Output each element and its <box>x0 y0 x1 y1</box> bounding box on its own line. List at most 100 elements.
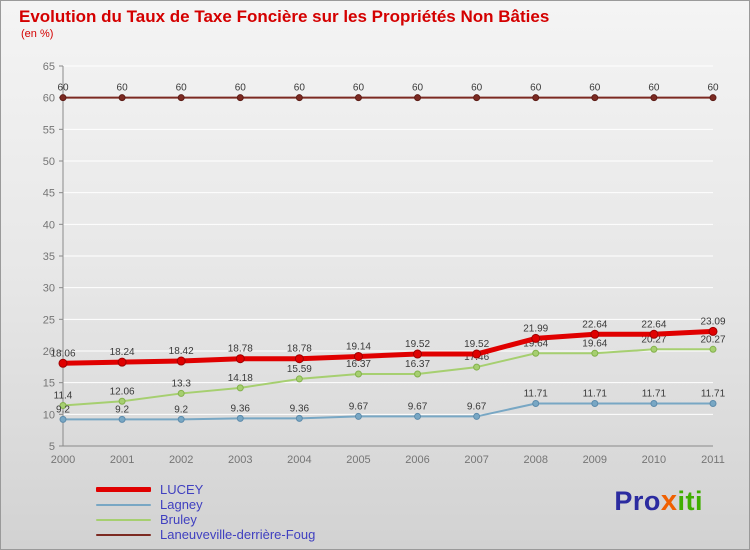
y-tick-label: 60 <box>43 93 55 105</box>
legend-label: LUCEY <box>160 481 204 497</box>
y-tick-label: 10 <box>43 409 55 421</box>
legend-item-laneuveville-derri-re-foug: Laneuveville-derrière-Foug <box>96 527 315 542</box>
series-point <box>531 333 541 343</box>
point-label: 21.99 <box>523 323 548 334</box>
point-label: 60 <box>57 83 69 94</box>
series-point <box>353 351 363 361</box>
series-point <box>473 94 481 102</box>
x-tick-label: 2010 <box>642 454 666 466</box>
point-label: 15.59 <box>287 364 312 375</box>
logo-text-pro: Pro <box>614 486 661 516</box>
legend-swatch <box>96 487 151 492</box>
point-label: 11.71 <box>642 389 667 400</box>
legend: LUCEY Lagney Bruley Laneuveville-derrière-F… <box>96 482 315 542</box>
x-tick-label: 2009 <box>583 454 607 466</box>
point-label: 18.78 <box>228 344 253 355</box>
point-label: 60 <box>294 83 306 94</box>
x-tick-label: 2001 <box>110 454 134 466</box>
point-label: 60 <box>412 83 424 94</box>
point-label: 60 <box>353 83 365 94</box>
point-label: 19.52 <box>405 339 430 350</box>
point-label: 9.67 <box>349 401 369 412</box>
legend-swatch <box>96 518 151 521</box>
point-label: 60 <box>589 83 601 94</box>
series-point <box>118 415 126 423</box>
y-tick-label: 40 <box>43 219 55 231</box>
x-tick-label: 2008 <box>523 454 547 466</box>
series-point <box>473 363 481 371</box>
point-label: 60 <box>176 83 188 94</box>
legend-item-lucey: LUCEY <box>96 482 315 497</box>
logo-text-iti: iti <box>677 486 703 516</box>
point-label: 60 <box>471 83 483 94</box>
x-tick-label: 2003 <box>228 454 252 466</box>
series-point <box>295 94 303 102</box>
series-point <box>58 358 68 368</box>
legend-label: Lagney <box>160 496 203 512</box>
y-tick-label: 15 <box>43 378 55 390</box>
point-label: 18.78 <box>287 344 312 355</box>
series-point <box>532 349 540 357</box>
series-point <box>177 389 185 397</box>
series-point <box>177 94 185 102</box>
legend-label: Bruley <box>160 511 197 527</box>
y-tick-label: 5 <box>49 441 55 453</box>
series-point <box>235 354 245 364</box>
series-point <box>295 414 303 422</box>
series-point <box>591 400 599 408</box>
series-point <box>354 370 362 378</box>
series-point <box>709 400 717 408</box>
point-label: 19.64 <box>582 338 607 349</box>
series-point <box>117 357 127 367</box>
point-label: 60 <box>530 83 542 94</box>
x-tick-label: 2005 <box>346 454 370 466</box>
point-label: 11.71 <box>524 389 549 400</box>
series-point <box>590 329 600 339</box>
series-point <box>414 94 422 102</box>
y-tick-label: 65 <box>43 61 55 73</box>
series-point <box>177 415 185 423</box>
series-line-Bruley <box>62 348 714 407</box>
proxiti-logo: Proxiti <box>614 485 703 518</box>
series-point <box>413 349 423 359</box>
series-point <box>591 94 599 102</box>
series-point <box>532 94 540 102</box>
point-label: 13.3 <box>171 378 191 389</box>
series-point <box>236 414 244 422</box>
legend-swatch <box>96 533 151 536</box>
point-label: 19.14 <box>346 341 371 352</box>
point-label: 9.67 <box>467 401 487 412</box>
y-tick-label: 45 <box>43 188 55 200</box>
series-point <box>118 94 126 102</box>
point-label: 18.24 <box>110 347 135 358</box>
series-point <box>354 94 362 102</box>
y-tick-label: 55 <box>43 124 55 136</box>
point-label: 9.2 <box>174 404 188 415</box>
x-tick-label: 2007 <box>464 454 488 466</box>
series-point <box>118 397 126 405</box>
series-point <box>294 354 304 364</box>
point-label: 60 <box>235 83 247 94</box>
y-tick-label: 35 <box>43 251 55 263</box>
point-label: 60 <box>707 83 719 94</box>
y-tick-label: 20 <box>43 346 55 358</box>
point-label: 20.27 <box>641 334 666 345</box>
series-line-Lagney <box>62 402 714 421</box>
point-label: 60 <box>117 83 129 94</box>
point-label: 23.09 <box>700 316 725 327</box>
x-tick-label: 2002 <box>169 454 193 466</box>
y-tick-label: 50 <box>43 156 55 168</box>
legend-item-lagney: Lagney <box>96 497 315 512</box>
point-label: 20.27 <box>700 334 725 345</box>
x-tick-label: 2004 <box>287 454 311 466</box>
series-point <box>59 415 67 423</box>
point-label: 14.18 <box>228 373 253 384</box>
series-line-LUCEY <box>60 328 716 366</box>
series-point <box>591 349 599 357</box>
y-tick-label: 25 <box>43 314 55 326</box>
series-point <box>414 412 422 420</box>
point-label: 9.67 <box>408 401 428 412</box>
series-point <box>59 94 67 102</box>
series-point <box>472 349 482 359</box>
